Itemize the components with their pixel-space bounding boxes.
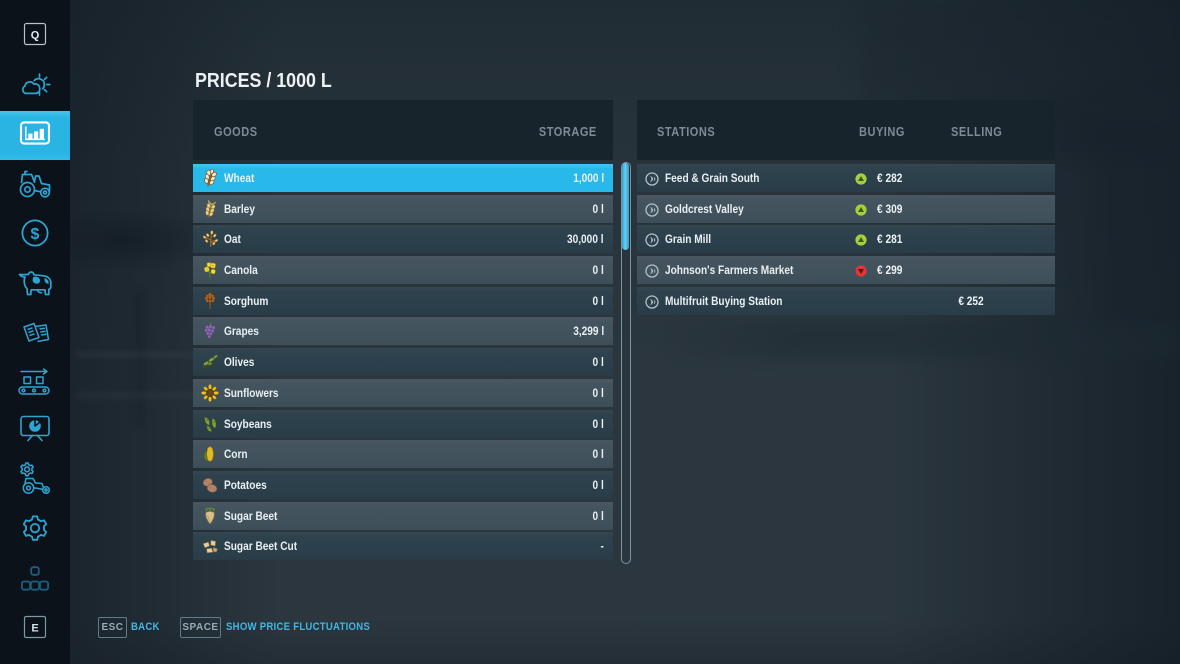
svg-text:Q: Q <box>31 30 40 42</box>
svg-text:$: $ <box>31 226 40 243</box>
svg-text:E: E <box>31 623 38 635</box>
